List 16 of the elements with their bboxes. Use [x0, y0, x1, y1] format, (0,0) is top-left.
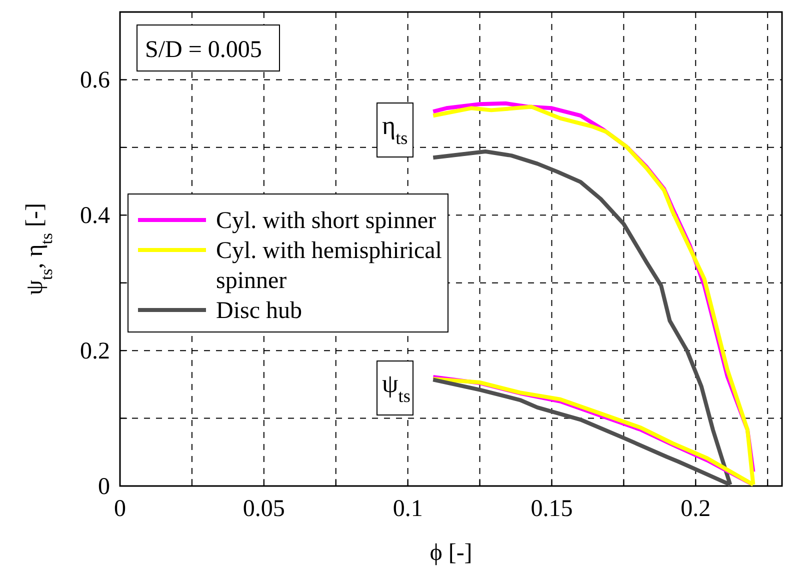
- x-axis-title: ϕ [-]: [430, 540, 472, 566]
- legend-label: Cyl. with short spinner: [216, 208, 436, 234]
- y-tick-label: 0: [98, 474, 110, 500]
- legend-label: Disc hub: [216, 298, 302, 324]
- legend-label: Cyl. with hemisphirical spinner: [216, 238, 442, 294]
- x-tick-label: 0.05: [242, 496, 285, 522]
- annotation: S/D = 0.005: [145, 37, 262, 63]
- y-tick-label: 0.4: [80, 203, 110, 230]
- x-tick-label: 0: [114, 496, 126, 522]
- x-tick-label: 0.2: [680, 496, 711, 522]
- x-tick-label: 0.1: [392, 496, 423, 522]
- y-tick-label: 0.2: [80, 338, 110, 365]
- annotation: ψ$_{ts}$: [382, 369, 410, 406]
- annotation: η$_{ts}$: [382, 111, 408, 148]
- y-tick-label: 0.6: [80, 68, 110, 94]
- x-tick-label: 0.15: [530, 496, 573, 522]
